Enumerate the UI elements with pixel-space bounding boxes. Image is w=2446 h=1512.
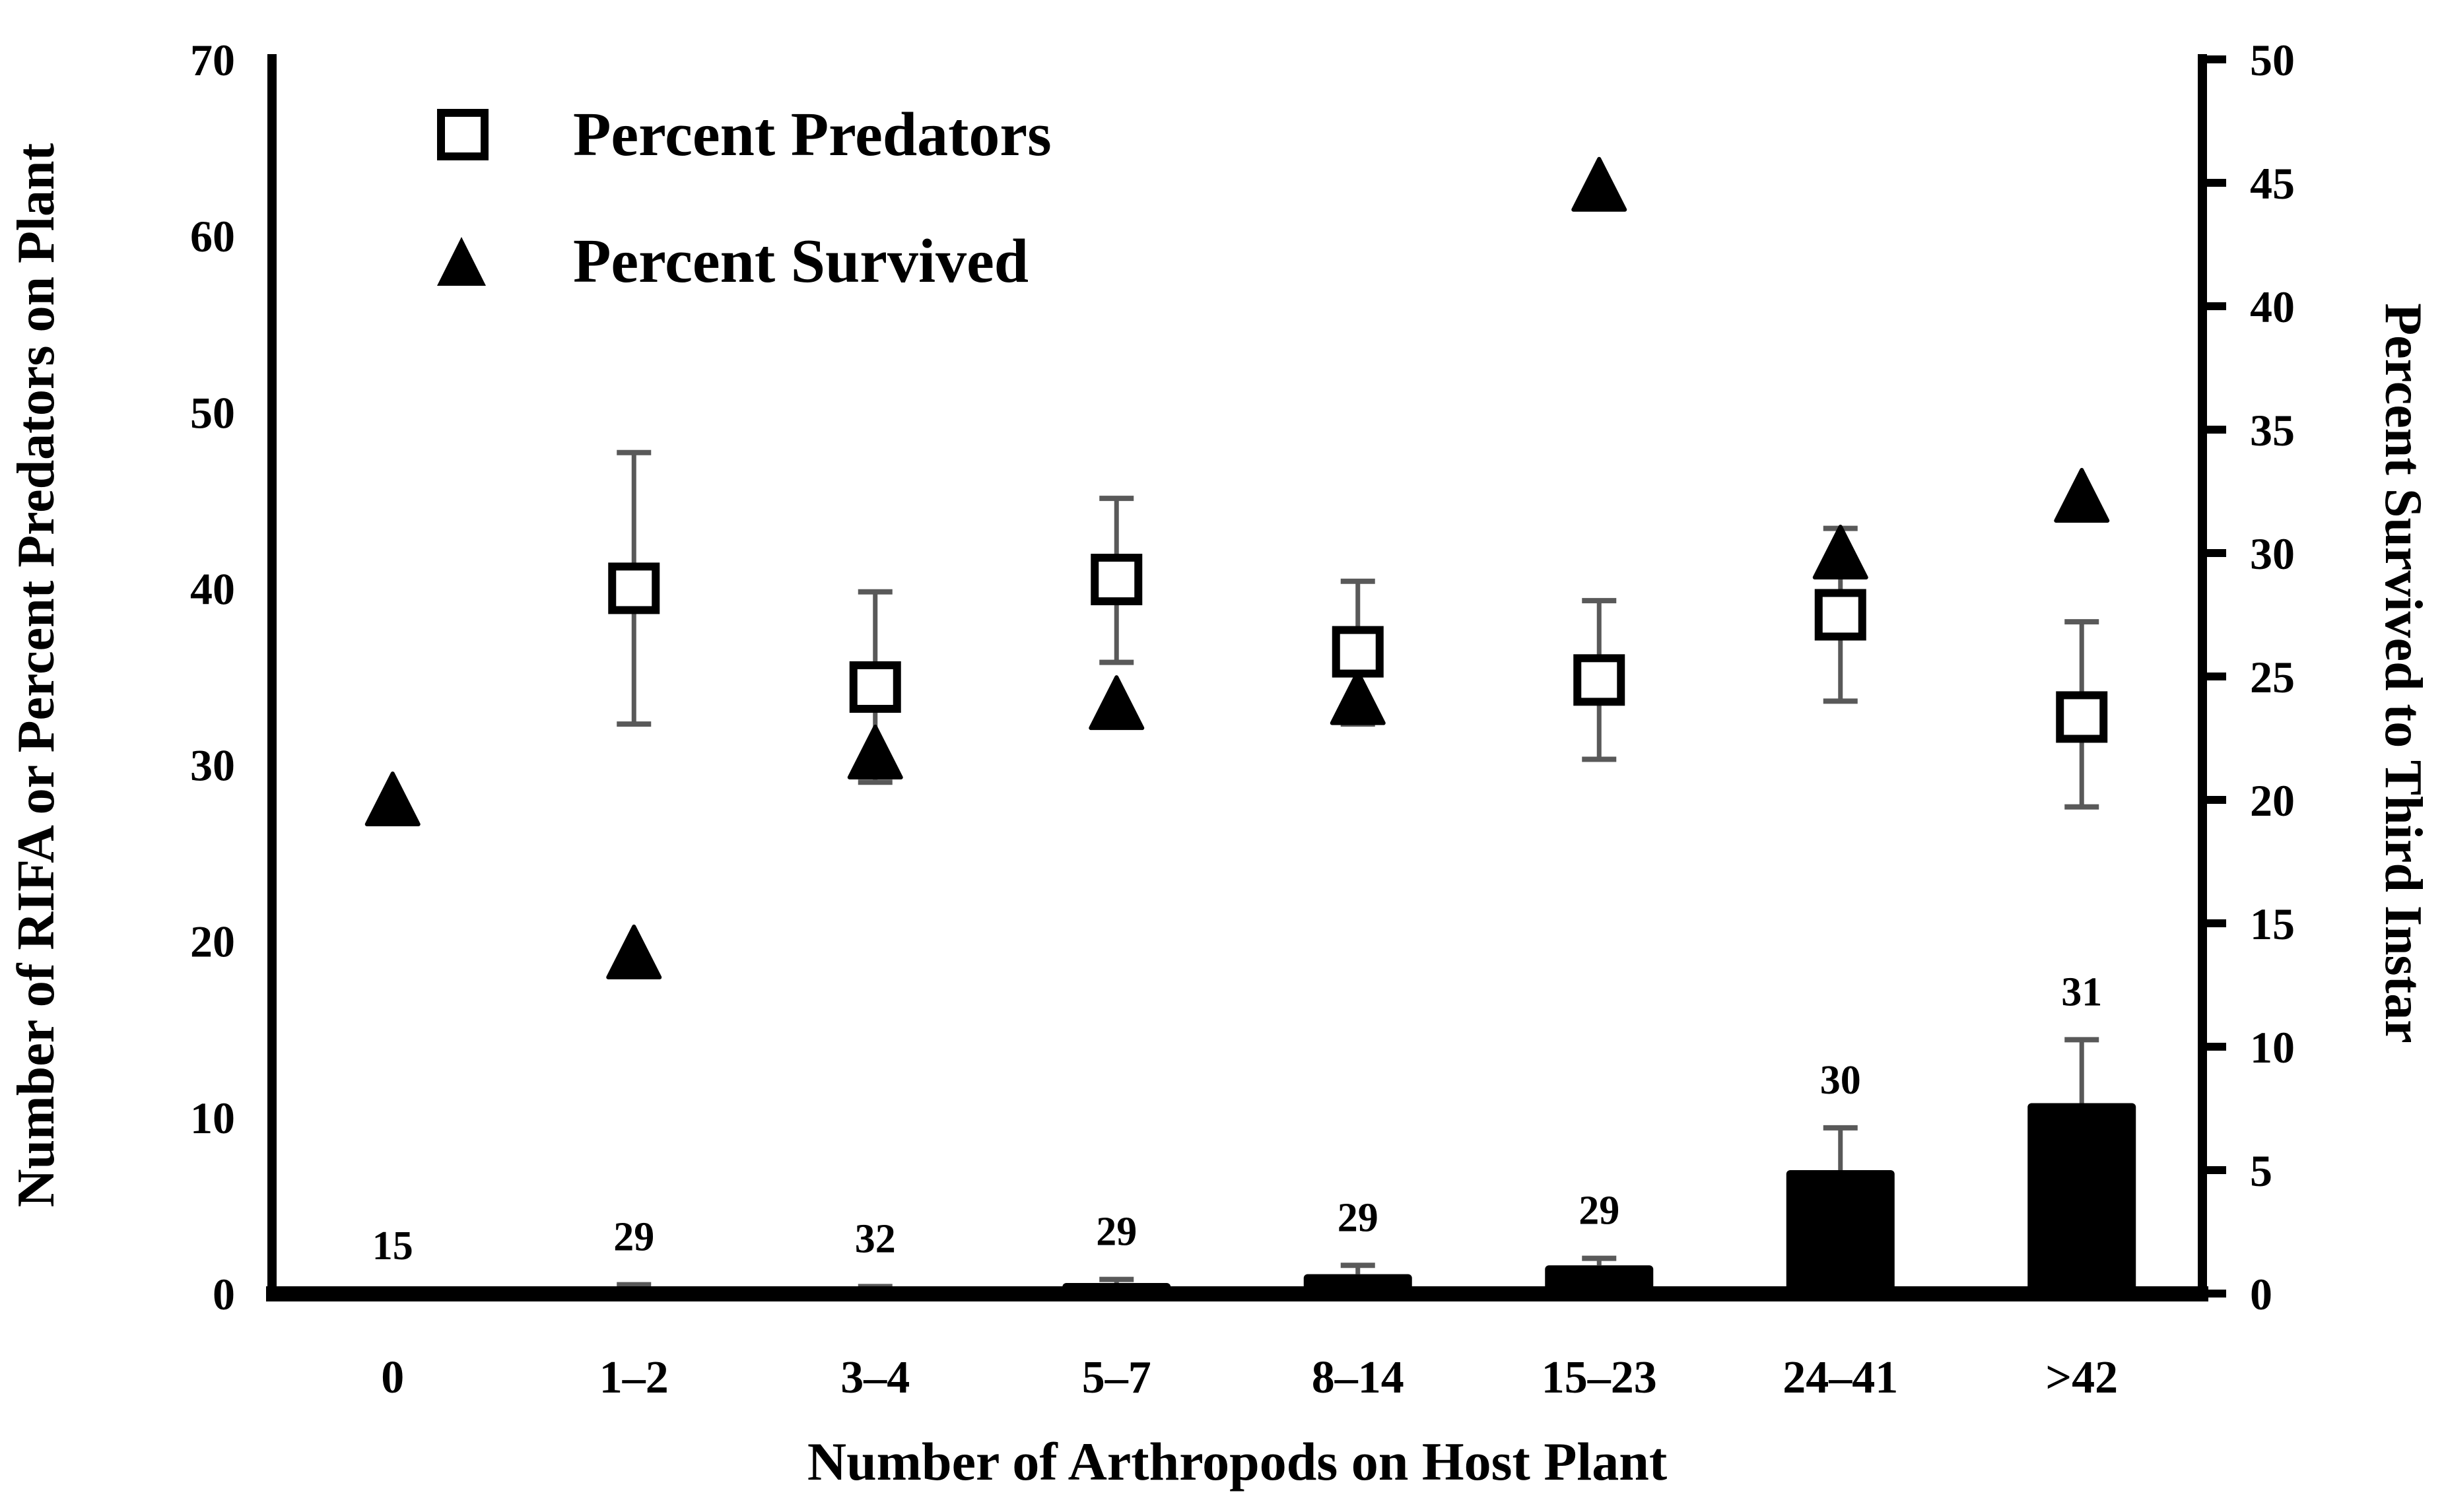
marker-percent-survived-triangle [2054,467,2110,523]
bar-number-of-rifa [2027,1103,2136,1301]
legend-symbol-cell [437,237,510,286]
left-axis-tick-label: 70 [190,35,235,85]
bar-count-label: 30 [1820,1058,1861,1103]
marker-percent-survived-triangle [1330,670,1386,725]
right-axis-tick-label: 10 [2250,1022,2295,1072]
right-axis-tick-label: 35 [2250,405,2295,455]
x-axis-category-label: 0 [381,1352,404,1403]
marker-percent-survived-triangle [1089,675,1145,731]
right-axis-tick [2202,302,2226,310]
right-axis-tick [2202,426,2226,434]
bar-count-label: 15 [372,1224,413,1268]
x-axis-category-label: 24–41 [1783,1352,1898,1403]
legend-symbol-cell [437,109,510,160]
right-axis-tick [2202,919,2226,927]
x-axis-category-label: 15–23 [1542,1352,1657,1403]
marker-percent-survived-triangle [1571,156,1627,212]
legend-label-percent-predators: Percent Predators [573,100,1052,169]
left-axis-tick-label: 50 [190,387,235,438]
marker-percent-survived-triangle [847,724,903,779]
marker-percent-predators-square [1332,626,1384,678]
right-axis-tick-label: 20 [2250,775,2295,826]
left-axis-tick-label: 0 [213,1269,235,1319]
right-axis-tick-label: 30 [2250,529,2295,579]
marker-percent-survived-triangle [606,924,662,979]
marker-percent-predators-square [1091,554,1143,606]
marker-percent-survived-triangle [1812,525,1868,579]
marker-percent-predators-square [1814,589,1866,641]
right-axis-tick-label: 40 [2250,282,2295,332]
right-axis-tick-label: 15 [2250,899,2295,949]
bar-count-label: 29 [1579,1189,1619,1233]
right-axis-tick-label: 5 [2250,1146,2272,1196]
right-axis-tick-label: 50 [2250,35,2295,85]
right-axis-tick-label: 0 [2250,1269,2272,1319]
right-axis-tick [2202,1290,2226,1298]
left-axis-tick-label: 40 [190,564,235,614]
marker-percent-survived-triangle [364,772,421,826]
right-axis-tick [2202,55,2226,63]
left-axis-tick-label: 20 [190,917,235,967]
bar-count-label: 29 [613,1215,654,1260]
marker-percent-predators-square [608,562,660,614]
filled-triangle-icon [437,237,486,286]
x-axis-category-label: 8–14 [1312,1352,1404,1403]
x-axis-category-label: 3–4 [840,1352,910,1403]
right-axis-tick [2202,1043,2226,1051]
legend-label-percent-survived: Percent Survived [573,227,1029,296]
bar-count-label: 31 [2061,970,2102,1014]
x-axis-category-label: 1–2 [599,1352,669,1403]
x-axis-title: Number of Arthropods on Host Plant [807,1431,1668,1492]
open-square-icon [437,109,489,160]
right-axis-tick-label: 45 [2250,158,2295,209]
marker-percent-predators-square [1573,654,1625,706]
marker-percent-predators-square [2056,691,2108,743]
right-axis-tick [2202,673,2226,680]
right-axis-title: Percent Survived to Third Instar [2374,303,2432,1043]
right-axis-tick-label: 25 [2250,652,2295,702]
legend-item-percent-survived: Percent Survived [437,224,1029,298]
left-axis-line [267,54,277,1301]
right-axis-tick [2202,1166,2226,1174]
left-axis-tick-label: 30 [190,740,235,791]
left-axis-tick-label: 60 [190,211,235,261]
bar-count-label: 29 [1338,1195,1378,1240]
x-axis-category-label: >42 [2045,1352,2118,1403]
right-axis-tick [2202,549,2226,557]
bar-count-label: 29 [1096,1210,1137,1255]
right-axis-tick [2202,179,2226,187]
left-axis-tick-label: 10 [190,1093,235,1143]
right-axis-tick [2202,796,2226,804]
bar-number-of-rifa [1786,1170,1895,1301]
x-axis-line [266,1286,2208,1301]
left-axis-title: Number of RIFA or Percent Predators on P… [7,143,65,1208]
legend-item-percent-predators: Percent Predators [437,98,1052,172]
marker-percent-predators-square [849,661,901,713]
x-axis-category-label: 5–7 [1082,1352,1151,1403]
bar-count-label: 32 [855,1216,896,1261]
